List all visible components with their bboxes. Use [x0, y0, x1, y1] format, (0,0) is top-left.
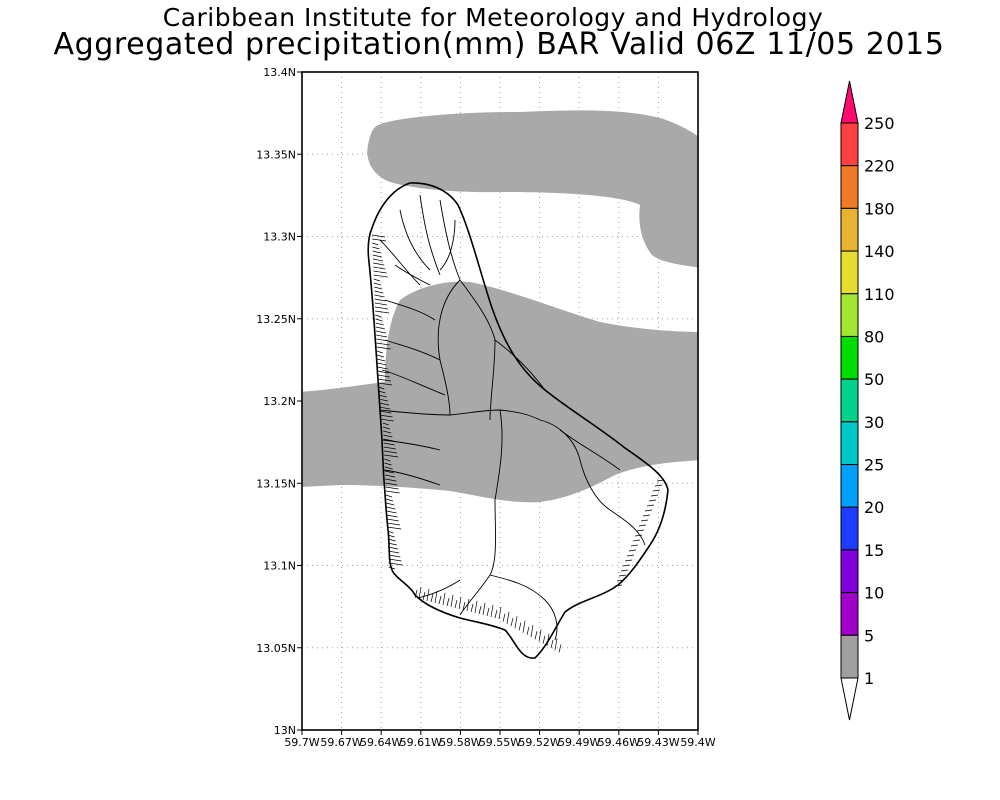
- lon-tick-label: 59.52W: [518, 736, 560, 749]
- longitude-axis: 59.7W 59.67W59.64W59.61W59.58W59.55W59.52…: [284, 730, 716, 749]
- colorbar-label: 10: [864, 584, 884, 603]
- lat-tick-label: 13.1N: [263, 560, 296, 573]
- lon-tick-label: 59.55W: [479, 736, 521, 749]
- lat-tick-label: 13.35N: [256, 148, 296, 161]
- colorbar-label: 1: [864, 669, 874, 688]
- precipitation-area: [302, 110, 698, 503]
- colorbar-segment: [840, 122, 859, 167]
- colorbar-segment: [840, 634, 859, 679]
- colorbar-label: 80: [864, 327, 884, 346]
- colorbar-label: 220: [864, 157, 895, 176]
- lon-tick-label: 59.67W: [320, 736, 362, 749]
- lat-tick-label: 13.15N: [256, 477, 296, 490]
- colorbar-label: 20: [864, 498, 884, 517]
- lat-tick-label: 13.25N: [256, 313, 296, 326]
- lat-tick-label: 13N: [274, 724, 296, 737]
- lat-tick-label: 13.3N: [263, 231, 296, 244]
- lon-tick-label: 59.58W: [439, 736, 481, 749]
- colorbar-segment: [840, 250, 859, 295]
- colorbar-label: 30: [864, 413, 884, 432]
- colorbar-segment: [840, 335, 859, 380]
- lon-tick-label: 59.64W: [360, 736, 402, 749]
- lon-tick-label: 59.43W: [637, 736, 679, 749]
- colorbar-label: 50: [864, 370, 884, 389]
- colorbar-label: 15: [864, 541, 884, 560]
- lat-tick-label: 13.4N: [263, 66, 296, 79]
- precip-band-central: [302, 281, 698, 503]
- colorbar-label: 180: [864, 199, 895, 218]
- map-grid: [302, 72, 698, 730]
- colorbar-segment: [840, 207, 859, 252]
- colorbar-segment: [840, 592, 859, 636]
- colorbar-segment: [840, 421, 859, 466]
- map-title-product: Aggregated precipitation(mm) BAR Valid 0…: [53, 27, 945, 62]
- colorbar-segment: [840, 549, 859, 594]
- precipitation-colorbar: 250 220 180 140 110 80 50 30 25 20 15 10 5 1: [840, 80, 895, 721]
- barbados-coastline: [367, 182, 669, 659]
- colorbar-min-arrow: [840, 677, 859, 721]
- latitude-axis: 13.4N 13.35N 13.3N 13.25N 13.2N 13.15N 13.1N 13…: [256, 66, 302, 737]
- lon-tick-label: 59.4W: [680, 736, 715, 749]
- colorbar-segment: [840, 464, 859, 508]
- precip-band-north: [367, 110, 698, 268]
- map-title-institute: Caribbean Institute for Meteorology and …: [162, 3, 824, 32]
- colorbar-segment: [840, 506, 859, 551]
- colorbar-label: 140: [864, 242, 895, 261]
- lat-tick-label: 13.2N: [263, 395, 296, 408]
- lon-tick-label: 59.49W: [558, 736, 600, 749]
- colorbar-segment: [840, 293, 859, 337]
- lon-tick-label: 59.7W: [284, 736, 319, 749]
- lon-tick-label: 59.61W: [400, 736, 442, 749]
- coastal-drainage-lines: [371, 234, 665, 653]
- colorbar-label: 5: [864, 626, 874, 645]
- parish-boundaries: [379, 194, 646, 641]
- lon-tick-label: 59.46W: [598, 736, 640, 749]
- colorbar-segment: [840, 165, 859, 209]
- colorbar-segment: [840, 378, 859, 423]
- lat-tick-label: 13.05N: [256, 642, 296, 655]
- colorbar-label: 110: [864, 285, 895, 304]
- colorbar-max-arrow: [840, 80, 859, 124]
- colorbar-label: 25: [864, 456, 884, 475]
- colorbar-label: 250: [864, 114, 895, 133]
